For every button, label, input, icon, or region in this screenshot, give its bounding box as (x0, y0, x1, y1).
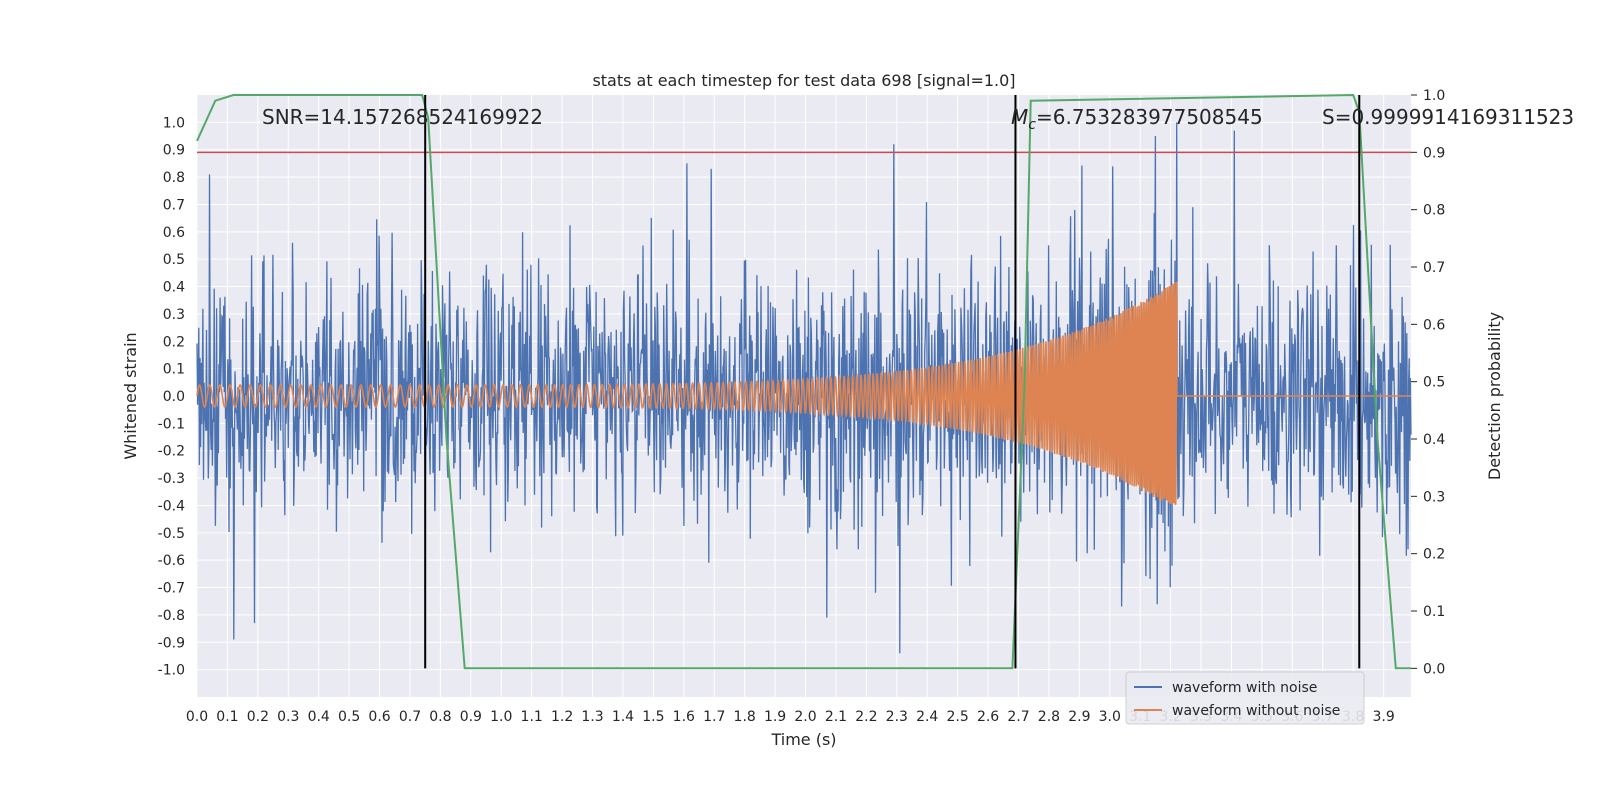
x-tick-label: 2.7 (1007, 709, 1029, 725)
y-tick-label: -0.3 (158, 471, 185, 487)
legend-box (1125, 671, 1365, 725)
chart-title: stats at each timestep for test data 698… (592, 71, 1015, 90)
x-tick-label: 1.5 (642, 709, 664, 725)
y-tick-label: 0.7 (163, 197, 185, 213)
snr-annotation: SNR=14.157268524169922 (262, 105, 543, 129)
y-tick-label: -0.5 (158, 526, 185, 542)
y-tick-label: 0.1 (163, 362, 185, 378)
y-tick-label: 0.3 (163, 307, 185, 323)
x-tick-label: 2.0 (794, 709, 816, 725)
x-tick-label: 1.3 (581, 709, 603, 725)
series-detection-probability (196, 93, 1411, 670)
y2-axis-label: Detection probability (1485, 312, 1504, 480)
x-tick-label: 3.0 (1099, 709, 1121, 725)
y2-tick-label: 0.4 (1423, 432, 1445, 448)
series-waveform-with-noise (196, 122, 1412, 654)
x-tick-label: 2.6 (977, 709, 999, 725)
legend: waveform with noise waveform without nois… (1125, 671, 1365, 725)
x-tick-label: 1.4 (612, 709, 634, 725)
x-tick-label: 2.9 (1068, 709, 1090, 725)
x-tick-label: 2.5 (947, 709, 969, 725)
x-tick-label: 1.7 (703, 709, 725, 725)
x-tick-label: 3.9 (1372, 709, 1394, 725)
y2-tick-label: 0.1 (1423, 604, 1445, 620)
x-tick-label: 2.1 (825, 709, 847, 725)
mc-value: =6.753283977508545 (1036, 105, 1263, 129)
x-tick-label: 0.0 (186, 709, 208, 725)
x-tick-label: 1.9 (764, 709, 786, 725)
x-tick-label: 0.8 (429, 709, 451, 725)
x-tick-label: 0.1 (216, 709, 238, 725)
y-tick-label: 1.0 (163, 115, 185, 131)
x-axis-label: Time (s) (770, 730, 836, 749)
y-tick-label: -0.2 (158, 444, 185, 460)
y-tick-label: -0.7 (158, 581, 185, 597)
x-tick-label: 0.3 (277, 709, 299, 725)
x-tick-label: 2.3 (886, 709, 908, 725)
y2-tick-label: 0.2 (1423, 547, 1445, 563)
series-waveform-without-noise (196, 281, 1411, 506)
x-tick-label: 1.2 (551, 709, 573, 725)
x-tick-label: 0.6 (368, 709, 390, 725)
y-tick-label: -1.0 (158, 663, 185, 679)
y-tick-label: 0.2 (163, 334, 185, 350)
mc-subscript: c (1028, 117, 1036, 133)
legend-label: waveform without noise (1172, 703, 1340, 719)
x-tick-label: 1.1 (521, 709, 543, 725)
grid (196, 95, 1411, 697)
y-tick-label: 0.5 (163, 252, 185, 268)
chirp-mass-annotation: Mc=6.753283977508545 (1011, 105, 1263, 133)
x-tick-label: 0.4 (308, 709, 330, 725)
y2-tick-label: 0.7 (1423, 260, 1445, 276)
y-tick-label: 0.4 (163, 280, 185, 296)
y2-tick-label: 0.9 (1423, 145, 1445, 161)
y-tick-label: 0.9 (163, 143, 185, 159)
x-tick-label: 0.9 (460, 709, 482, 725)
y-tick-label: -0.1 (158, 416, 185, 432)
y2-tick-label: 0.3 (1423, 489, 1445, 505)
x-tick-label: 2.4 (916, 709, 938, 725)
y-tick-label: -0.4 (158, 498, 185, 514)
y2-tick-label: 0.0 (1423, 661, 1445, 677)
y-tick-label: -0.8 (158, 608, 185, 624)
x-tick-label: 1.6 (673, 709, 695, 725)
y-axis-label: Whitened strain (121, 332, 140, 459)
y2-tick-label: 0.8 (1423, 203, 1445, 219)
y-tick-label: 0.6 (163, 225, 185, 241)
y-tick-label: 0.8 (163, 170, 185, 186)
y-tick-label: 0.0 (163, 389, 185, 405)
mc-symbol: M (1011, 105, 1028, 129)
series-layer (196, 93, 1412, 670)
x-tick-label: 1.8 (734, 709, 756, 725)
y2-tick-label: 0.5 (1423, 375, 1445, 391)
x-tick-label: 2.8 (1038, 709, 1060, 725)
y2-tick-label: 0.6 (1423, 317, 1445, 333)
x-tick-label: 0.5 (338, 709, 360, 725)
x-tick-label: 0.7 (399, 709, 421, 725)
x-tick-label: 2.2 (855, 709, 877, 725)
y2-tick-label: 1.0 (1423, 88, 1445, 104)
s-annotation: S=0.9999914169311523 (1322, 105, 1574, 129)
y-tick-label: -0.6 (158, 553, 185, 569)
x-tick-label: 0.2 (247, 709, 269, 725)
x-tick-label: 1.0 (490, 709, 512, 725)
y-tick-label: -0.9 (158, 635, 185, 651)
legend-label: waveform with noise (1172, 680, 1317, 696)
